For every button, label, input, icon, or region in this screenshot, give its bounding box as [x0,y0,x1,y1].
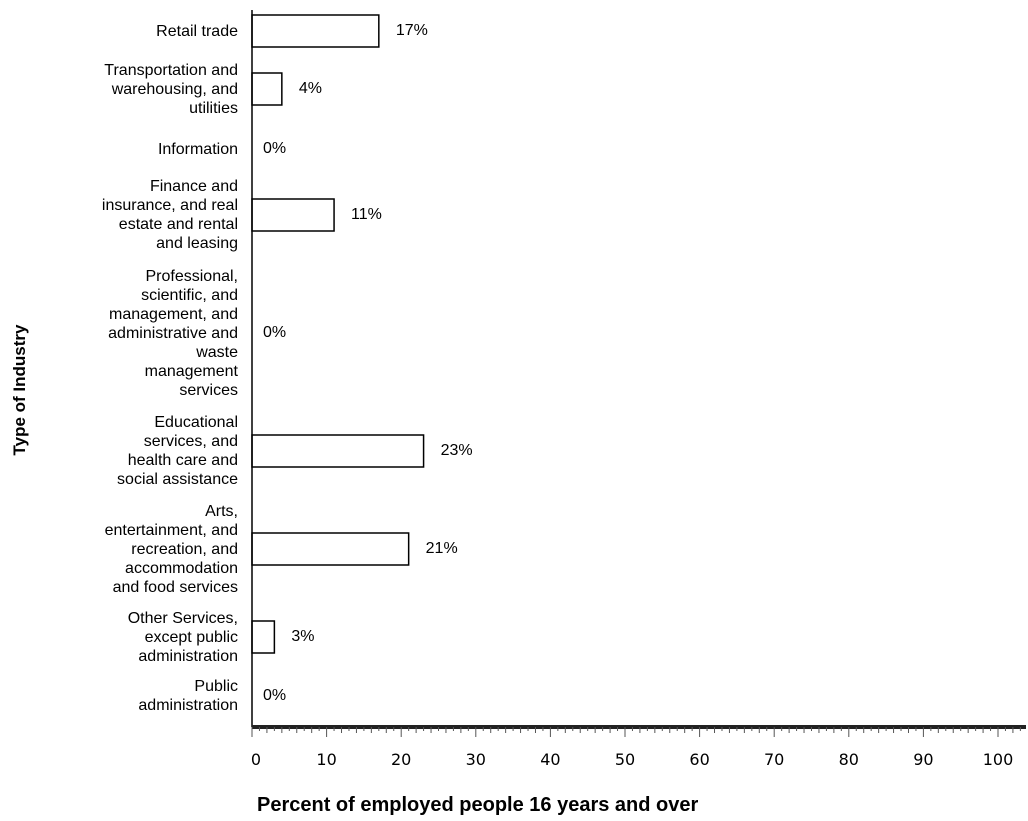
x-tick-label: 40 [540,750,561,769]
category-label: Retail trade [2,22,238,41]
category-label-line: waste [196,343,238,361]
x-axis-title: Percent of employed people 16 years and … [257,794,699,816]
category-label: Arts, entertainment, and recreation, and ac… [2,502,238,597]
category-label-line: Educational [154,414,238,431]
category-label: Information [2,140,238,159]
category-label-line: Professional, [145,267,239,285]
x-tick-label: 10 [316,750,337,769]
category-label-line: and leasing [156,235,238,252]
category-label-line: entertainment, and [104,521,238,539]
category-label: Educational services, and health care and s… [2,413,238,489]
value-label: 0% [263,687,287,704]
x-tick-label: 70 [764,750,785,769]
category-label-line: except public [144,628,238,646]
value-label: 17% [395,22,428,39]
category-label: Transportation and warehousing, and utilit… [2,61,238,118]
category-label-line: scientific, and [141,286,238,304]
category-label-line: management, and [109,305,238,323]
bar-1 [251,72,283,106]
x-tick-label: 20 [391,750,412,769]
value-label: 21% [425,540,458,557]
category-label-line: administration [138,697,238,714]
x-tick-label: 30 [465,750,486,769]
category-label-line: recreation, and [131,540,238,558]
category-label-line: insurance, and real [101,197,238,214]
value-label: 11% [351,206,382,223]
value-label: 3% [291,628,315,645]
x-tick-label: 0 [250,750,262,769]
category-label: Other Services, except public administrati… [2,609,238,666]
x-tick-label: 80 [838,750,859,769]
category-label-line: warehousing, and [111,80,238,98]
category-label-line: Information [157,140,238,158]
x-tick-label: 60 [689,750,710,769]
category-label: Public administration [2,677,238,715]
value-label: 23% [440,442,473,459]
category-label-line: services [179,381,238,399]
bar-6 [251,532,410,566]
category-label-line: administration [138,647,238,665]
category-label-line: estate and rental [118,216,238,233]
category-label-line: Public [194,678,238,695]
x-tick-label: 90 [913,750,934,769]
category-label-line: social assistance [117,471,238,488]
value-label: 0% [263,324,287,341]
value-label: 4% [298,80,322,97]
category-label-line: and food services [112,578,238,596]
category-label: Professional, scientific, and management, … [2,267,238,400]
category-label-line: health care and [127,452,238,469]
category-label-line: Retail trade [156,22,238,40]
bar-3 [251,198,335,232]
bar-5 [251,434,425,468]
category-label: Finance and insurance, and real estate and… [2,177,238,253]
category-label-line: Finance and [149,178,238,195]
category-label-line: administrative and [108,324,238,342]
x-tick-label: 100 [982,750,1014,769]
category-label-line: accommodation [125,559,238,577]
category-label-line: services, and [143,433,238,450]
bar-0 [251,14,380,48]
bar-7 [251,620,276,654]
category-label-line: management [144,362,238,380]
category-label-line: Arts, [205,502,238,520]
value-label: 0% [263,140,287,157]
category-label-line: Transportation and [104,61,238,79]
category-label-line: Other Services, [127,609,238,627]
category-label-line: utilities [189,99,238,117]
y-axis-title: Type of Industry [10,324,29,456]
x-tick-label: 50 [614,750,636,769]
